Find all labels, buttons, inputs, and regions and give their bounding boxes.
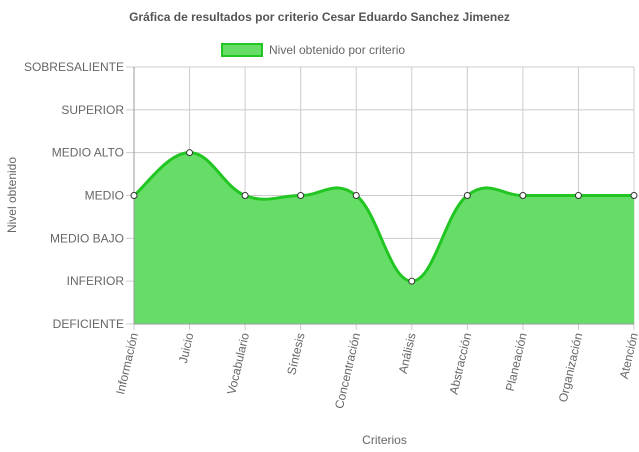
legend-label: Nivel obtenido por criterio [269, 43, 406, 57]
data-point [408, 277, 416, 285]
chart-title: Gráfica de resultados por criterio Cesar… [129, 10, 510, 24]
x-tick-label: Vocabulario [224, 331, 252, 396]
x-tick-label: Organización [556, 332, 586, 404]
y-tick-label: MEDIO BAJO [50, 231, 124, 245]
x-tick-label: Planeación [503, 332, 530, 393]
series-area [134, 152, 634, 324]
x-tick-label: Información [113, 332, 141, 396]
data-point [186, 149, 194, 157]
x-tick-label: Juicio [176, 331, 197, 364]
y-tick-label: SOBRESALIENTE [24, 60, 124, 74]
data-point [630, 192, 638, 199]
data-point [297, 192, 305, 199]
data-point [519, 192, 527, 199]
x-tick-label: Síntesis [284, 332, 307, 377]
x-tick-label: Abstracción [447, 332, 475, 396]
data-point [352, 192, 360, 199]
data-point [463, 192, 471, 199]
series-line [133, 151, 634, 283]
data-point [130, 192, 138, 199]
legend[interactable]: Nivel obtenido por criterio [221, 42, 405, 58]
data-point [241, 192, 249, 199]
y-tick-label: MEDIO [85, 189, 124, 203]
x-tick-label: Concentración [332, 332, 363, 411]
x-tick-label: Atención [617, 332, 639, 381]
x-tick-label: Análisis [396, 332, 419, 375]
y-tick-label: SUPERIOR [61, 103, 124, 117]
data-point [574, 192, 582, 199]
legend-swatch [221, 43, 263, 57]
y-tick-label: MEDIO ALTO [52, 146, 124, 160]
y-tick-label: DEFICIENTE [53, 317, 124, 331]
y-tick-label: INFERIOR [67, 274, 125, 288]
x-axis-title: Criterios [362, 433, 407, 447]
